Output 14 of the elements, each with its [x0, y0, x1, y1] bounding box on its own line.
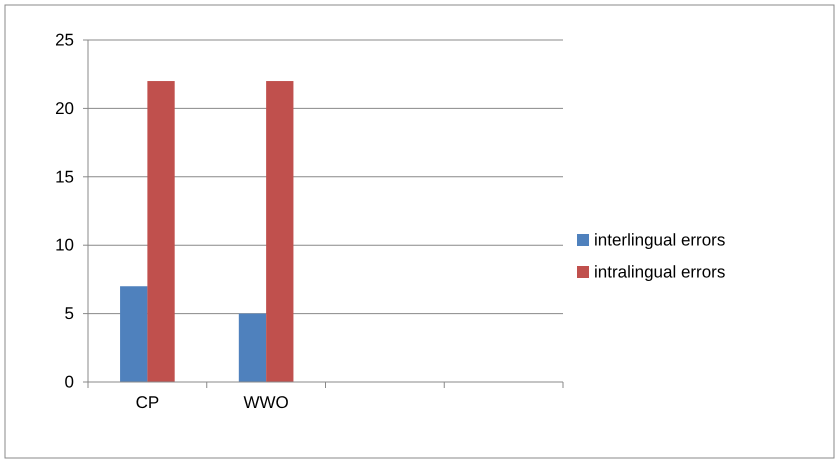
- x-tick-label: CP: [136, 393, 160, 412]
- y-tick-label: 15: [55, 167, 74, 186]
- bar: [266, 81, 294, 382]
- legend-label: intralingual errors: [594, 262, 726, 282]
- y-tick-label: 0: [64, 372, 74, 392]
- legend-label: interlingual errors: [594, 230, 726, 250]
- y-tick-label: 5: [64, 304, 74, 324]
- bar: [147, 81, 175, 382]
- bar: [120, 286, 148, 382]
- y-tick-label: 20: [55, 98, 74, 118]
- y-tick-label: 25: [55, 30, 74, 50]
- x-tick-label: WWO: [243, 393, 289, 412]
- y-tick-label: 10: [55, 236, 74, 255]
- bar: [238, 314, 266, 382]
